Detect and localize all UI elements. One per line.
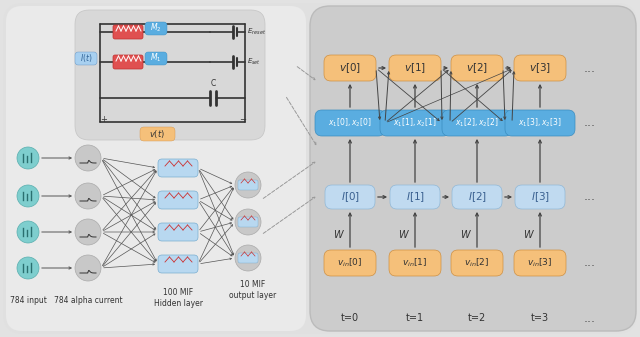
FancyBboxPatch shape — [514, 55, 566, 81]
Text: $I[0]$: $I[0]$ — [340, 190, 360, 204]
FancyBboxPatch shape — [389, 55, 441, 81]
Text: $x_1[2], x_2[2]$: $x_1[2], x_2[2]$ — [455, 117, 499, 129]
Circle shape — [235, 172, 261, 198]
Text: W: W — [523, 230, 533, 240]
Text: $I[1]$: $I[1]$ — [406, 190, 424, 204]
Text: $v[0]$: $v[0]$ — [339, 61, 361, 75]
FancyBboxPatch shape — [515, 185, 565, 209]
FancyBboxPatch shape — [389, 250, 441, 276]
Text: ...: ... — [584, 61, 596, 74]
Text: $v_{in}[3]$: $v_{in}[3]$ — [527, 257, 553, 269]
FancyBboxPatch shape — [514, 250, 566, 276]
FancyBboxPatch shape — [238, 217, 258, 227]
Text: $v[3]$: $v[3]$ — [529, 61, 551, 75]
FancyBboxPatch shape — [442, 110, 512, 136]
Circle shape — [235, 209, 261, 235]
FancyBboxPatch shape — [158, 159, 198, 177]
Text: $v_{in}[1]$: $v_{in}[1]$ — [403, 257, 428, 269]
Text: $M_2$: $M_2$ — [150, 22, 162, 34]
FancyBboxPatch shape — [238, 180, 258, 190]
FancyBboxPatch shape — [390, 185, 440, 209]
FancyBboxPatch shape — [310, 6, 636, 331]
FancyBboxPatch shape — [325, 185, 375, 209]
Text: −: − — [239, 115, 246, 124]
Circle shape — [75, 145, 101, 171]
FancyBboxPatch shape — [75, 52, 97, 65]
FancyBboxPatch shape — [158, 223, 198, 241]
Circle shape — [17, 221, 39, 243]
Text: $v_{in}[2]$: $v_{in}[2]$ — [465, 257, 490, 269]
FancyBboxPatch shape — [505, 110, 575, 136]
Text: $M_1$: $M_1$ — [150, 52, 162, 64]
Text: t=1: t=1 — [406, 313, 424, 323]
Text: t=2: t=2 — [468, 313, 486, 323]
Text: $I(t)$: $I(t)$ — [80, 52, 92, 64]
FancyBboxPatch shape — [158, 191, 198, 209]
FancyBboxPatch shape — [145, 52, 167, 65]
Text: W: W — [460, 230, 470, 240]
Text: $v[1]$: $v[1]$ — [404, 61, 426, 75]
FancyBboxPatch shape — [113, 25, 143, 39]
Circle shape — [17, 147, 39, 169]
Text: $x_1[0], x_2[0]$: $x_1[0], x_2[0]$ — [328, 117, 372, 129]
Text: ...: ... — [584, 117, 596, 129]
FancyBboxPatch shape — [158, 255, 198, 273]
Text: ...: ... — [584, 190, 596, 204]
FancyBboxPatch shape — [238, 253, 258, 263]
Circle shape — [235, 245, 261, 271]
Text: t=3: t=3 — [531, 313, 549, 323]
Text: +: + — [100, 115, 108, 124]
FancyBboxPatch shape — [324, 250, 376, 276]
Text: 784 alpha current: 784 alpha current — [54, 296, 122, 305]
Text: $v_{in}[0]$: $v_{in}[0]$ — [337, 257, 363, 269]
FancyBboxPatch shape — [145, 22, 167, 35]
Text: $E_{reset}$: $E_{reset}$ — [247, 27, 266, 37]
Text: $v[2]$: $v[2]$ — [466, 61, 488, 75]
FancyBboxPatch shape — [324, 55, 376, 81]
Text: ...: ... — [584, 311, 596, 325]
FancyBboxPatch shape — [3, 3, 637, 334]
Text: t=0: t=0 — [341, 313, 359, 323]
FancyBboxPatch shape — [140, 127, 175, 141]
Circle shape — [17, 185, 39, 207]
FancyBboxPatch shape — [6, 6, 306, 331]
FancyBboxPatch shape — [113, 55, 143, 69]
Text: C: C — [211, 79, 216, 88]
FancyBboxPatch shape — [451, 250, 503, 276]
FancyBboxPatch shape — [451, 55, 503, 81]
Text: $v(t)$: $v(t)$ — [149, 128, 165, 140]
Circle shape — [75, 255, 101, 281]
Text: 784 input: 784 input — [10, 296, 47, 305]
Text: $I[3]$: $I[3]$ — [531, 190, 550, 204]
Text: 10 MIF
output layer: 10 MIF output layer — [229, 280, 276, 300]
Text: $E_{set}$: $E_{set}$ — [247, 57, 261, 67]
FancyBboxPatch shape — [452, 185, 502, 209]
Text: $x_1[3], x_2[3]$: $x_1[3], x_2[3]$ — [518, 117, 562, 129]
Text: 100 MIF
Hidden layer: 100 MIF Hidden layer — [154, 288, 202, 308]
FancyBboxPatch shape — [75, 10, 265, 140]
Text: W: W — [333, 230, 343, 240]
Text: $x_1[1], x_2[1]$: $x_1[1], x_2[1]$ — [394, 117, 436, 129]
Circle shape — [75, 219, 101, 245]
Text: $I[2]$: $I[2]$ — [468, 190, 486, 204]
FancyBboxPatch shape — [315, 110, 385, 136]
Text: W: W — [398, 230, 408, 240]
FancyBboxPatch shape — [380, 110, 450, 136]
Text: ...: ... — [584, 256, 596, 270]
Circle shape — [75, 183, 101, 209]
Circle shape — [17, 257, 39, 279]
